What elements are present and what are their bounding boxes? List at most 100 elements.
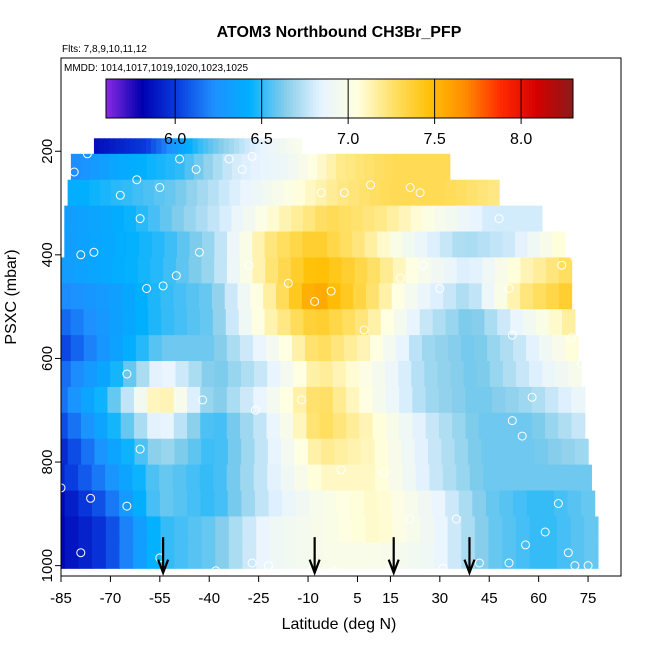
heatmap-cell: [468, 283, 483, 310]
colorbar-swatch: [508, 79, 513, 118]
heatmap-cell: [326, 153, 337, 181]
heatmap-cell: [293, 386, 307, 414]
heatmap-cell: [497, 309, 511, 336]
heatmap-cell: [265, 335, 280, 362]
heatmap-cell: [412, 179, 425, 207]
colorbar-swatch: [164, 79, 168, 118]
colorbar-swatch: [470, 79, 475, 118]
colorbar-swatch: [570, 79, 574, 118]
colorbar-swatch: [275, 79, 279, 118]
flight-arrows: [157, 537, 476, 576]
colorbar-tick-label: 8.0: [510, 131, 532, 148]
heatmap-cell: [226, 386, 241, 414]
heatmap-cell: [100, 205, 113, 233]
heatmap-cell: [369, 335, 384, 362]
colorbar-swatch: [111, 79, 116, 118]
heatmap-cell: [371, 361, 386, 388]
colorbar-swatch: [488, 79, 492, 118]
heatmap-cell: [374, 438, 389, 466]
heatmap-cell: [443, 257, 458, 284]
heatmap-cell: [529, 516, 544, 543]
colorbar-swatch: [465, 79, 469, 118]
heatmap-cell: [293, 412, 307, 440]
sample-point: [283, 278, 293, 288]
heatmap-cell: [163, 257, 177, 284]
heatmap-cell: [316, 309, 330, 336]
heatmap-cell: [324, 542, 339, 569]
sample-point: [198, 395, 208, 405]
heatmap-cell: [238, 309, 253, 336]
heatmap-cell: [96, 283, 110, 310]
heatmap-cell: [265, 138, 271, 165]
colorbar-swatch: [190, 79, 195, 118]
sample-point: [264, 561, 273, 571]
heatmap-cell: [446, 205, 459, 233]
heatmap-cell: [307, 438, 322, 466]
sample-point: [310, 297, 320, 306]
colorbar-swatch: [263, 79, 268, 118]
heatmap-cell: [140, 138, 147, 165]
heatmap-cell: [317, 153, 328, 181]
heatmap-cell: [510, 309, 524, 336]
heatmap-cell: [253, 464, 268, 492]
heatmap-cell: [293, 361, 308, 388]
heatmap-cell: [282, 490, 297, 518]
heatmap-cell: [483, 464, 498, 492]
heatmap-cell: [61, 257, 75, 284]
sample-point: [171, 271, 181, 281]
heatmap-cell: [488, 542, 503, 569]
heatmap-cell: [254, 138, 261, 165]
colorbar-swatch: [397, 79, 402, 118]
sample-point: [82, 149, 92, 159]
colorbar-swatch: [362, 79, 367, 118]
heatmap-cell: [515, 542, 531, 569]
heatmap-cell: [283, 542, 298, 569]
sample-point: [237, 164, 247, 174]
colorbar-swatch: [152, 79, 157, 118]
heatmap-cell: [264, 309, 279, 336]
heatmap-cell: [175, 257, 190, 284]
sample-point: [158, 281, 168, 291]
colorbar-tick-label: 6.0: [164, 131, 186, 148]
heatmap-cell: [447, 516, 462, 543]
colorbar-swatch: [278, 79, 282, 118]
colorbar-swatch: [435, 79, 440, 118]
heatmap-cell: [338, 205, 352, 233]
heatmap-cell: [520, 283, 534, 310]
heatmap-cell: [70, 361, 85, 388]
heatmap-cell: [182, 138, 188, 165]
sample-point: [527, 392, 537, 402]
heatmap-cell: [329, 257, 343, 284]
colorbar-swatch: [123, 79, 127, 118]
heatmap-cell: [174, 335, 189, 362]
heatmap-cell: [412, 412, 427, 440]
heatmap-cell: [510, 464, 525, 492]
colorbar-swatch: [330, 79, 335, 118]
heatmap-cell: [431, 257, 445, 284]
colorbar-swatch: [514, 79, 519, 118]
heatmap-cell: [146, 153, 157, 181]
heatmap-cell: [61, 309, 72, 336]
heatmap-cell: [241, 490, 256, 518]
heatmap-cell: [261, 179, 274, 207]
colorbar-swatch: [108, 79, 113, 118]
heatmap-cell: [505, 386, 520, 414]
sample-point: [507, 330, 517, 340]
colorbar-swatch: [427, 79, 431, 118]
heatmap-cell: [361, 438, 376, 466]
heatmap-cell: [130, 138, 137, 165]
heatmap-cell: [414, 231, 428, 259]
heatmap-cell: [187, 138, 194, 165]
heatmap-cell: [176, 231, 191, 259]
heatmap-cell: [336, 490, 351, 518]
colorbar-swatch: [126, 79, 130, 118]
heatmap-cell: [171, 138, 178, 165]
heatmap-cell: [214, 490, 229, 518]
heatmap-cell: [302, 231, 316, 259]
heatmap-cell: [340, 283, 354, 310]
heatmap-cell: [584, 542, 599, 569]
colorbar-swatch: [511, 79, 516, 118]
heatmap-cell: [461, 516, 476, 543]
colorbar-swatch: [310, 79, 314, 118]
heatmap-cell: [121, 179, 133, 207]
